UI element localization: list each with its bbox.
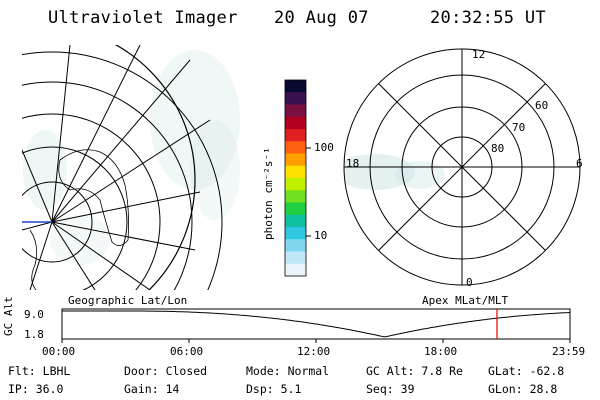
mlat-mlt-grid: [343, 48, 581, 286]
status-ip: IP: 36.0: [8, 382, 64, 396]
status-filter: Flt: LBHL: [8, 364, 71, 378]
date-label: 20 Aug 07: [274, 8, 369, 28]
colorbar: [285, 80, 306, 277]
right-map-label: Apex MLat/MLT: [422, 294, 509, 307]
mlat-label-60: 60: [535, 99, 549, 112]
colorbar-tick-label: 10: [314, 229, 328, 242]
colorbar-segment: [285, 129, 306, 142]
alt-ymin: 1.8: [24, 328, 44, 341]
instrument-title: Ultraviolet Imager: [48, 8, 238, 28]
mlt-label-12: 12: [472, 48, 486, 61]
status-seq: Seq: 39: [366, 382, 415, 396]
colorbar-segment: [285, 165, 306, 179]
colorbar-segment: [285, 227, 306, 240]
altitude-curve: [62, 310, 571, 338]
lat-lon-grid: [22, 45, 223, 290]
colorbar-segment: [285, 104, 306, 118]
colorbar-segment: [285, 190, 306, 203]
colorbar-segment: [285, 141, 306, 154]
mlt-label-0: 0: [466, 276, 473, 289]
time-label: 20:32:55 UT: [430, 8, 546, 28]
colorbar-tick-label: 100: [314, 141, 334, 154]
colorbar-segment: [285, 153, 306, 167]
alt-ylabel: GC Alt: [2, 296, 15, 336]
left-map-label: Geographic Lat/Lon: [68, 294, 188, 307]
coastline: [29, 229, 38, 290]
x-ticks: [61, 339, 571, 343]
colorbar-frame: [284, 79, 307, 277]
mlat-label-80: 80: [491, 142, 505, 155]
colorbar-segment: [285, 80, 306, 93]
status-gain: Gain: 14: [124, 382, 180, 396]
apex-map: [343, 48, 581, 286]
status-glat: GLat: -62.8: [488, 364, 565, 378]
coastline: [58, 149, 129, 246]
emission-speckle: [23, 50, 240, 265]
colorbar-segment: [285, 116, 306, 130]
colorbar-segment: [285, 239, 306, 252]
colorbar-unit-label: photon cm⁻²s⁻¹: [262, 147, 275, 240]
altitude-plot: [61, 308, 571, 343]
colorbar-segment: [285, 178, 306, 191]
x-tick-label: 23:59: [552, 345, 586, 358]
colorbar-segment: [285, 202, 306, 216]
status-dsp: Dsp: 5.1: [246, 382, 302, 396]
emission-speckle: [344, 154, 415, 190]
colorbar-segment: [285, 263, 306, 277]
x-tick-label: 12:00: [297, 345, 331, 358]
colorbar-segment: [285, 214, 306, 228]
status-door: Door: Closed: [124, 364, 208, 378]
mlt-label-6: 6: [576, 157, 583, 170]
status-mode: Mode: Normal: [246, 364, 330, 378]
x-tick-label: 18:00: [424, 345, 458, 358]
mlat-label-70: 70: [512, 121, 526, 134]
colorbar-segment: [285, 251, 306, 265]
colorbar-segment: [285, 92, 306, 105]
alt-ymax: 9.0: [24, 308, 44, 321]
status-glon: GLon: 28.8: [488, 382, 558, 396]
x-tick-label: 06:00: [170, 345, 204, 358]
geographic-map: [22, 45, 240, 290]
mlt-label-18: 18: [346, 157, 360, 170]
status-gc-alt: GC Alt: 7.8 Re: [366, 364, 463, 378]
x-tick-label: 00:00: [42, 345, 76, 358]
